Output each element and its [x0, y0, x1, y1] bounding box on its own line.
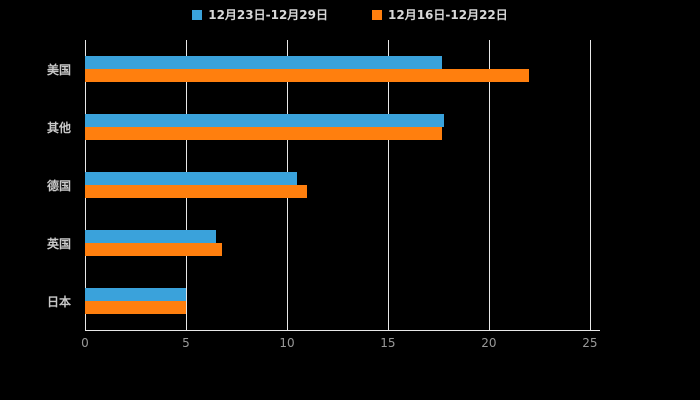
- gridline: [589, 40, 591, 330]
- legend-swatch-icon: [372, 9, 382, 20]
- category-label: 日本: [46, 294, 71, 309]
- legend-label: 12月16日-12月22日: [388, 8, 508, 22]
- bar-group-2: [85, 156, 600, 214]
- legend-item-0[interactable]: 12月23日-12月29日: [192, 6, 328, 23]
- legend-label: 12月23日-12月29日: [208, 8, 328, 22]
- bar: [85, 185, 308, 198]
- bar: [85, 172, 298, 185]
- x-axis-ticks: 0 5 10 15 20 25: [81, 336, 600, 356]
- bar: [85, 114, 445, 127]
- y-axis-labels: 美国其他德国英国日本: [0, 40, 78, 330]
- plot-area: [85, 40, 600, 331]
- bar-group-1: [85, 98, 600, 156]
- bar: [85, 301, 186, 314]
- x-tick-label: 25: [582, 336, 598, 350]
- bar: [85, 243, 223, 256]
- x-tick-label: 5: [182, 336, 190, 350]
- gridline: [387, 40, 389, 330]
- bar: [85, 230, 217, 243]
- bar-group-4: [85, 272, 600, 330]
- bar: [85, 288, 186, 301]
- x-tick-label: 20: [481, 336, 497, 350]
- bar: [85, 69, 530, 82]
- x-tick-label: 0: [81, 336, 89, 350]
- category-label: 其他: [46, 120, 71, 135]
- legend-item-1[interactable]: 12月16日-12月22日: [372, 6, 508, 23]
- bar-group-0: [85, 40, 600, 98]
- x-tick-label: 10: [279, 336, 295, 350]
- x-tick-label: 15: [380, 336, 396, 350]
- legend: 12月23日-12月29日 12月16日-12月22日: [0, 6, 700, 23]
- category-label: 英国: [46, 236, 71, 251]
- category-label: 德国: [46, 178, 71, 193]
- bar: [85, 127, 443, 140]
- category-label: 美国: [46, 62, 71, 77]
- gridline: [488, 40, 490, 330]
- bar-group-3: [85, 214, 600, 272]
- bar: [85, 56, 443, 69]
- legend-swatch-icon: [192, 9, 203, 20]
